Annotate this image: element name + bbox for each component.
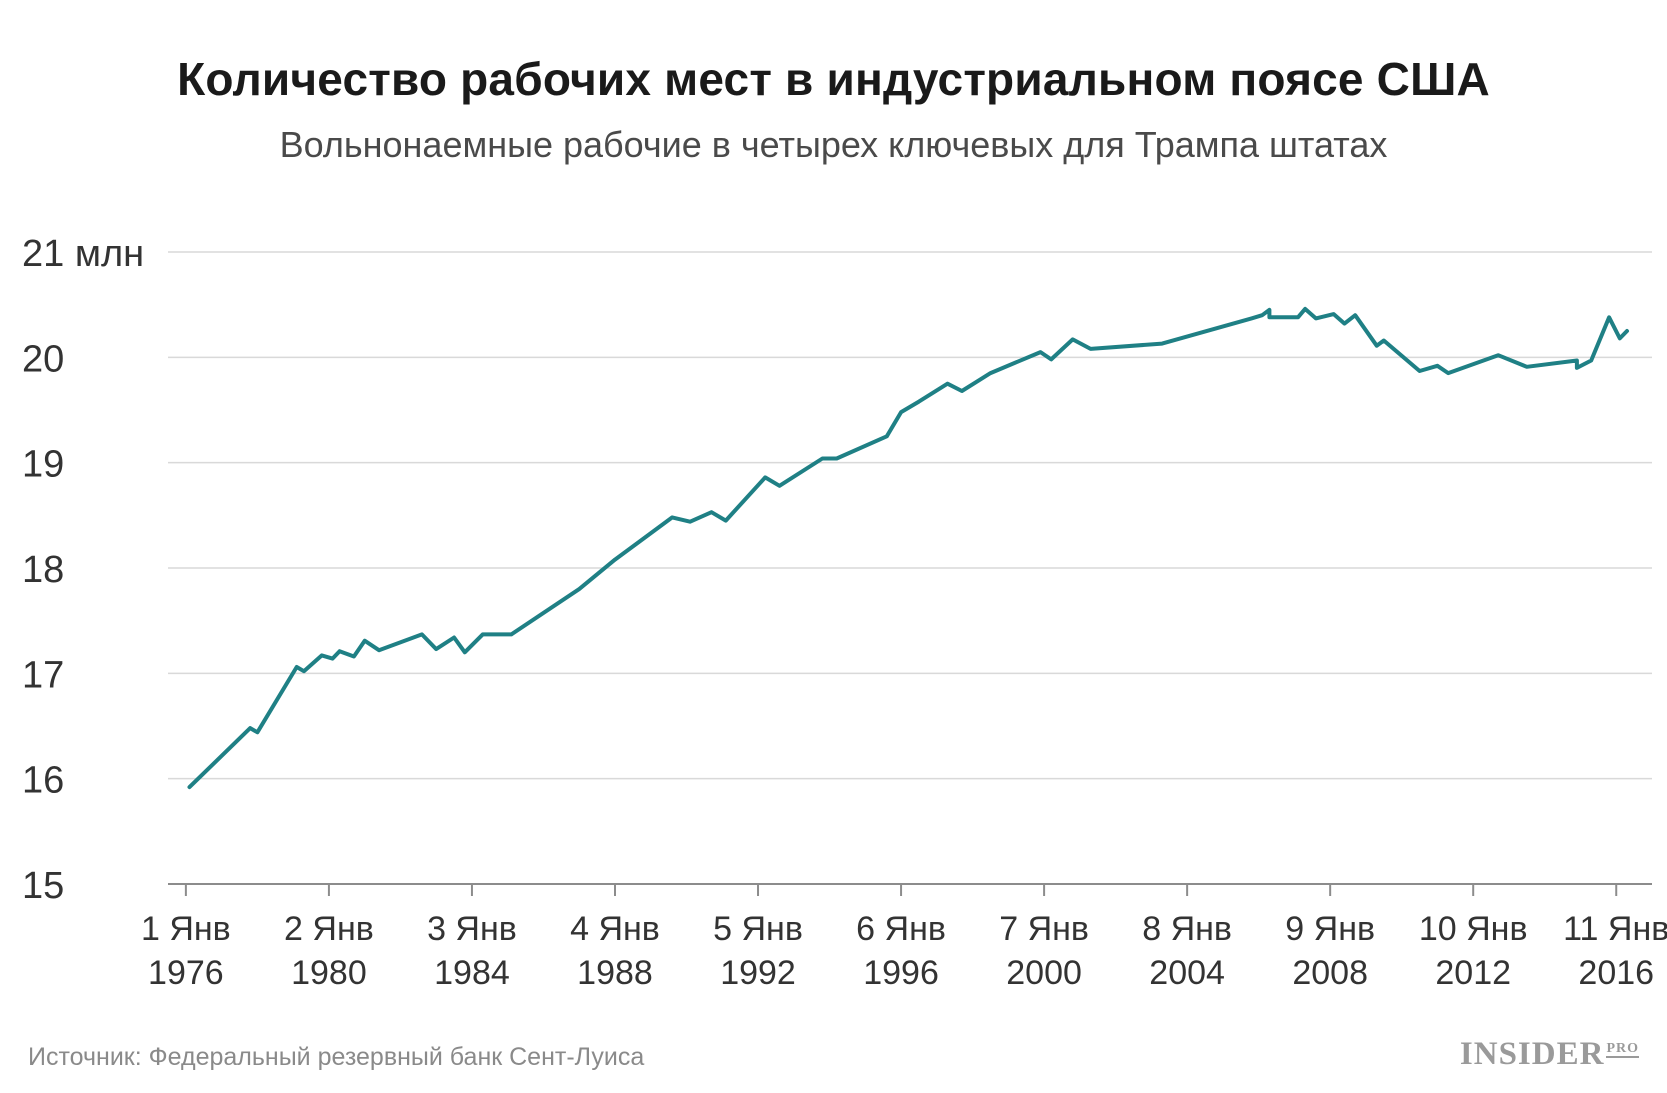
- x-axis: 1 Янв 1976 2 Янв 1980 3 Янв 1984 4 Янв 1988 5 Ян…: [141, 884, 1667, 992]
- series-layer: [187, 306, 1629, 790]
- chart-title: Количество рабочих мест в индустриальном…: [177, 53, 1490, 105]
- y-tick-label: 21 млн: [22, 233, 144, 275]
- y-axis: 21 млн 20 19 18 17 16 15: [22, 233, 144, 907]
- source-note: Источник: Федеральный резервный банк Сен…: [28, 1043, 645, 1071]
- grid-lines: [168, 251, 1652, 885]
- x-tick-label-year: 1980: [291, 954, 367, 992]
- x-tick-label-date: 8 Янв: [1142, 910, 1232, 948]
- chart-subtitle: Вольнонаемные рабочие в четырех ключевых…: [279, 124, 1388, 165]
- x-tick-label-year: 1996: [863, 954, 939, 992]
- x-tick-label-date: 5 Янв: [713, 910, 803, 948]
- x-tick-label-year: 2016: [1578, 954, 1654, 992]
- y-tick-label: 20: [22, 338, 64, 380]
- y-tick-label: 16: [22, 760, 64, 802]
- y-tick-label: 17: [22, 654, 64, 696]
- y-tick-label: 18: [22, 549, 64, 591]
- x-tick-label-date: 1 Янв: [141, 910, 231, 948]
- x-tick-label-date: 6 Янв: [856, 910, 946, 948]
- x-tick-label-date: 3 Янв: [427, 910, 517, 948]
- logo-main-text: INSIDER: [1459, 1036, 1605, 1072]
- x-tick-label-year: 1992: [720, 954, 796, 992]
- x-tick-label-date: 10 Янв: [1419, 910, 1528, 948]
- x-tick-label-date: 9 Янв: [1285, 910, 1375, 948]
- x-tick-label-date: 11 Янв: [1563, 910, 1667, 948]
- logo-sub-text: PRO: [1606, 1041, 1639, 1058]
- y-tick-label: 19: [22, 444, 64, 486]
- brand-logo: INSIDER PRO: [1460, 1036, 1639, 1073]
- x-tick-label-year: 2008: [1292, 954, 1368, 992]
- x-tick-label-year: 2004: [1149, 954, 1225, 992]
- y-tick-label: 15: [22, 865, 64, 907]
- x-tick-label-year: 1988: [577, 954, 653, 992]
- x-tick-label-date: 4 Янв: [570, 910, 660, 948]
- x-tick-label-year: 2000: [1006, 954, 1082, 992]
- x-tick-label-year: 1976: [148, 954, 224, 992]
- x-tick-label-year: 2012: [1435, 954, 1511, 992]
- x-tick-label-year: 1984: [434, 954, 510, 992]
- x-tick-label-date: 7 Янв: [999, 910, 1089, 948]
- series-line: [187, 306, 1629, 790]
- x-tick-label-date: 2 Янв: [284, 910, 374, 948]
